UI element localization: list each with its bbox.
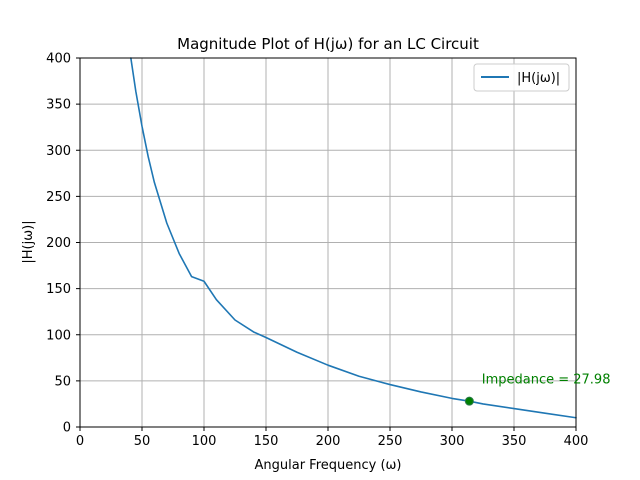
x-tick-label-2: 100 [192,434,217,449]
annotation-layer: Impedance = 27.98 [482,373,611,388]
chart-title: Magnitude Plot of H(jω) for an LC Circui… [177,35,479,53]
y-tick-label-1: 50 [54,374,71,389]
x-tick-label-7: 350 [502,434,527,449]
x-tick-label-8: 400 [564,434,589,449]
y-tick-label-2: 100 [46,328,71,343]
y-tick-label-0: 0 [63,421,71,436]
x-tick-label-0: 0 [76,434,84,449]
y-tick-label-4: 200 [46,236,71,251]
x-tick-label-5: 250 [378,434,403,449]
annotation-0: Impedance = 27.98 [482,373,611,388]
x-axis-ticks: 0 50 100 150 200 250 300 350 400 [76,427,589,449]
legend-label: |H(jω)| [517,71,560,86]
x-tick-label-6: 300 [440,434,465,449]
y-tick-label-8: 400 [46,52,71,67]
x-axis-label: Angular Frequency (ω) [255,458,402,473]
x-tick-label-4: 200 [316,434,341,449]
y-axis-label: |H(jω)| [21,220,36,263]
x-tick-label-3: 150 [254,434,279,449]
y-tick-label-6: 300 [46,144,71,159]
grid [79,57,577,428]
legend-box [473,63,570,92]
y-tick-label-3: 150 [46,282,71,297]
marker-layer [464,396,474,406]
y-axis-ticks: 0 50 100 150 200 250 300 350 400 [46,52,80,436]
impedance-marker [464,396,474,406]
y-tick-label-5: 250 [46,190,71,205]
y-tick-label-7: 350 [46,98,71,113]
legend: |H(jω)| [473,63,570,92]
x-tick-label-1: 50 [134,434,151,449]
